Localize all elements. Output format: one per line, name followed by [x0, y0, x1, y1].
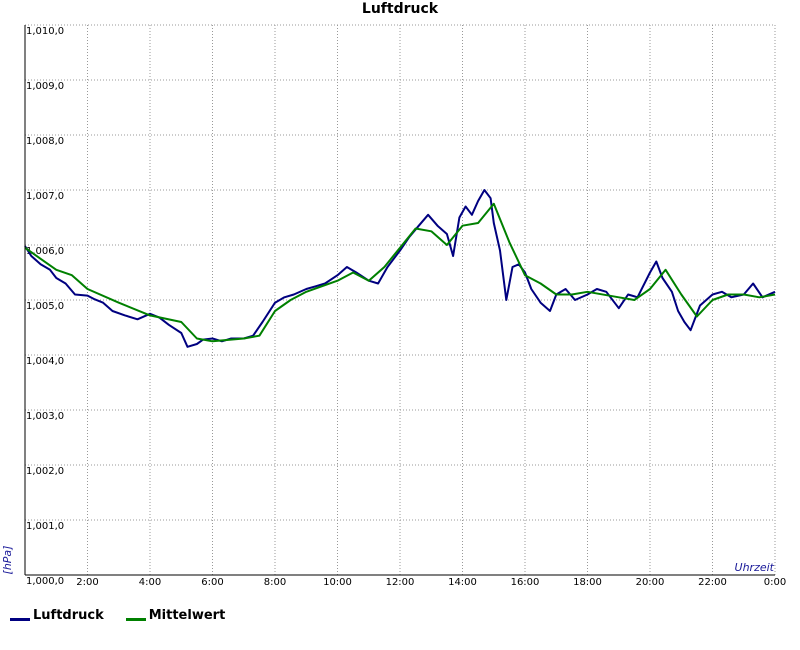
x-tick-label: 8:00 [264, 577, 286, 588]
grid [25, 24, 776, 575]
y-axis-label: [hPa] [1, 546, 14, 575]
y-tick-label: 1,008,0 [26, 136, 64, 147]
legend-item-mittelwert: Mittelwert [125, 608, 226, 623]
x-tick-label: 0:00 [764, 577, 786, 588]
y-tick-label: 1,003,0 [26, 411, 64, 422]
line-chart: Luftdruck 1,000,01,001,01,002,01,003,01,… [1, 1, 786, 588]
x-tick-label: 22:00 [698, 577, 727, 588]
legend-label-luftdruck: Luftdruck [33, 608, 104, 623]
x-tick-label: 4:00 [139, 577, 161, 588]
y-tick-label: 1,007,0 [26, 191, 64, 202]
legend-label-mittelwert: Mittelwert [148, 608, 226, 623]
y-tick-label: 1,002,0 [26, 466, 64, 477]
x-tick-label: 10:00 [323, 577, 352, 588]
x-tick-label: 18:00 [573, 577, 602, 588]
x-tick-label: 12:00 [386, 577, 415, 588]
x-axis-label: Uhrzeit [735, 561, 775, 574]
chart-title: Luftdruck [362, 1, 439, 17]
y-tick-label: 1,004,0 [26, 356, 64, 367]
series-line-mittelwert [24, 202, 776, 343]
legend-swatch-mittelwert [125, 617, 146, 621]
y-tick-label: 1,010,0 [26, 26, 64, 37]
y-tick-label: 1,001,0 [26, 521, 64, 532]
x-axis-ticks: 2:00 4:00 6:00 8:00 10:00 12:00 14:00 16:00 18:0… [76, 577, 786, 588]
series-group [24, 189, 776, 348]
y-axis-ticks: 1,000,0 1,001,0 1,002,0 1,003,0 1,004,0 1,005… [26, 26, 64, 587]
y-tick-label: 1,000,0 [26, 576, 64, 587]
y-tick-label: 1,005,0 [26, 301, 64, 312]
legend-swatch-luftdruck [10, 617, 30, 621]
x-tick-label: 20:00 [636, 577, 665, 588]
x-tick-label: 16:00 [511, 577, 540, 588]
x-tick-label: 6:00 [201, 577, 223, 588]
x-tick-label: 14:00 [448, 577, 477, 588]
y-tick-label: 1,009,0 [26, 81, 64, 92]
legend-item-luftdruck: Luftdruck [10, 608, 104, 623]
y-tick-label: 1,006,0 [26, 246, 64, 257]
legend: Luftdruck Mittelwert [10, 608, 225, 623]
x-tick-label: 2:00 [76, 577, 98, 588]
